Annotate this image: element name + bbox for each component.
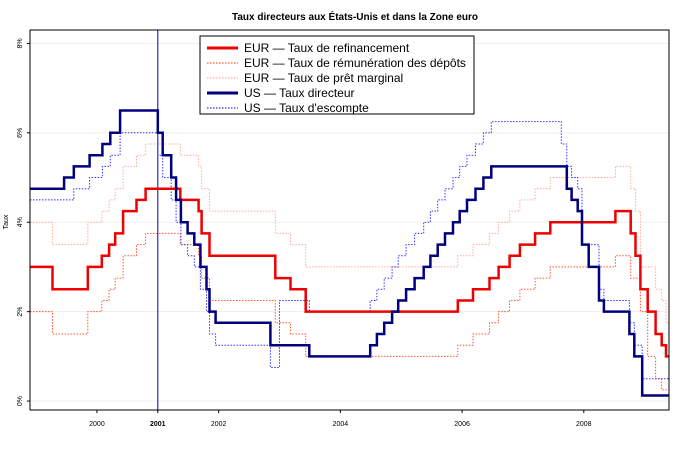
x-axis-ticks: 2000 2001 2002 2004 2006 2008 [89, 410, 592, 428]
series-line-0 [30, 187, 669, 358]
legend-label-0: EUR — Taux de refinancement [244, 41, 410, 55]
y-axis-label: Taux [3, 214, 10, 229]
chart-title: Taux directeurs aux États-Unis et dans l… [232, 10, 478, 23]
series-line-4 [30, 121, 669, 380]
legend-label-3: US — Taux directeur [244, 86, 355, 100]
legend-label-4: US — Taux d'escompte [244, 101, 369, 115]
x-tick-label-3: 2004 [333, 421, 349, 428]
series-line-1 [30, 232, 669, 391]
plot-frame [29, 29, 670, 411]
y-tick-label-1: 2% [17, 307, 24, 317]
x-tick-label-5: 2008 [576, 421, 592, 428]
series-group [30, 109, 669, 397]
legend-box [199, 35, 475, 115]
legend-label-1: EUR — Taux de rémunération des dépôts [244, 56, 466, 70]
x-tick-label-2: 2002 [211, 421, 227, 428]
series-line-2 [30, 143, 669, 324]
y-axis-ticks: 0% 2% 4% 6% 8% [17, 38, 30, 406]
y-tick-label-0: 0% [17, 396, 24, 406]
legend-label-2: EUR — Taux de prêt marginal [244, 71, 403, 85]
x-tick-label-4: 2006 [454, 421, 470, 428]
y-tick-label-2: 4% [17, 217, 24, 227]
y-tick-label-3: 6% [17, 128, 24, 138]
y-tick-label-4: 8% [17, 38, 24, 48]
x-tick-label-0: 2000 [89, 421, 105, 428]
series-line-3 [30, 109, 669, 397]
x-tick-label-1: 2001 [150, 421, 166, 428]
